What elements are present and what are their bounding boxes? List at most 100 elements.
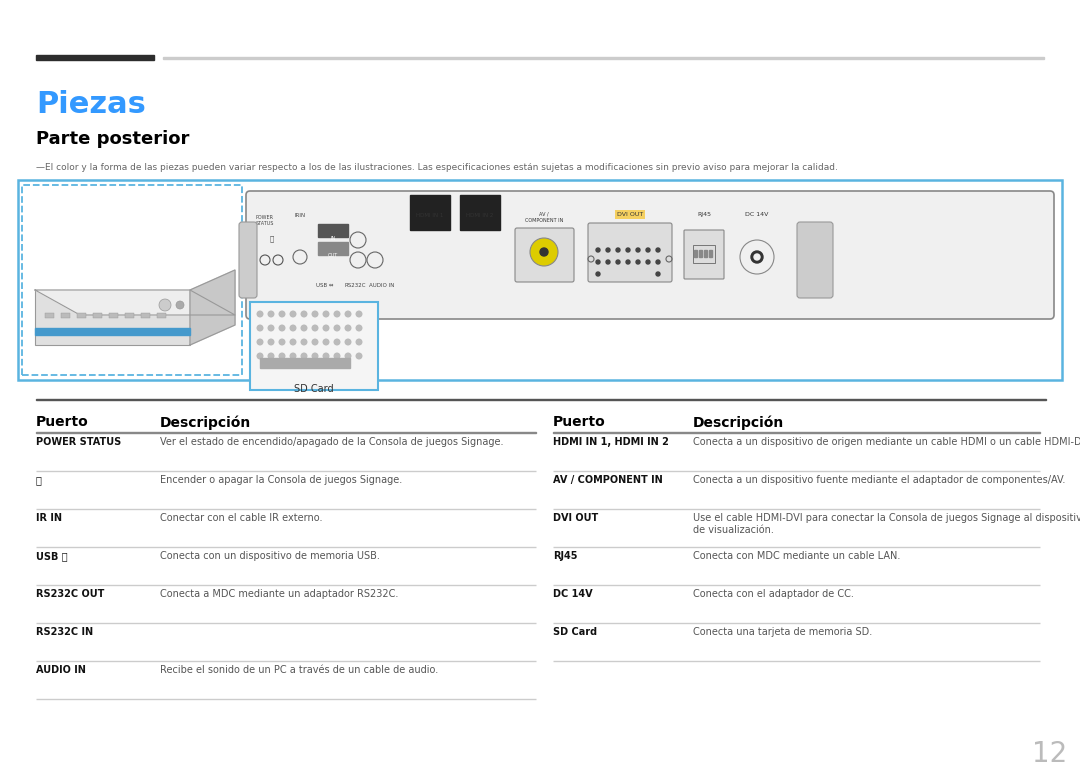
Text: Conecta a un dispositivo fuente mediante el adaptador de componentes/AV.: Conecta a un dispositivo fuente mediante… <box>693 475 1065 485</box>
Circle shape <box>616 248 620 252</box>
Text: Ver el estado de encendido/apagado de la Consola de juegos Signage.: Ver el estado de encendido/apagado de la… <box>160 437 503 447</box>
Circle shape <box>291 311 296 317</box>
Circle shape <box>176 301 184 309</box>
FancyBboxPatch shape <box>249 302 378 390</box>
Text: ⏻: ⏻ <box>270 235 274 242</box>
Polygon shape <box>190 270 235 345</box>
Text: —El color y la forma de las piezas pueden variar respecto a los de las ilustraci: —El color y la forma de las piezas puede… <box>36 163 838 172</box>
Circle shape <box>626 248 630 252</box>
Bar <box>36 55 154 60</box>
Circle shape <box>540 248 548 256</box>
Circle shape <box>323 340 328 345</box>
Circle shape <box>346 340 351 345</box>
Text: DC 14V: DC 14V <box>745 212 769 217</box>
Text: Conecta con un dispositivo de memoria USB.: Conecta con un dispositivo de memoria US… <box>160 551 380 561</box>
Text: AUDIO IN: AUDIO IN <box>36 665 86 675</box>
Text: Piezas: Piezas <box>36 90 146 119</box>
Bar <box>125 313 134 318</box>
Circle shape <box>596 272 600 276</box>
Text: POWER STATUS: POWER STATUS <box>36 437 121 447</box>
Text: SD Card: SD Card <box>553 627 597 637</box>
Text: RJ45: RJ45 <box>697 212 711 217</box>
Circle shape <box>280 311 285 317</box>
Circle shape <box>751 251 762 263</box>
Circle shape <box>323 325 328 331</box>
Text: IR IN: IR IN <box>36 513 62 523</box>
Circle shape <box>291 353 296 359</box>
Circle shape <box>301 340 307 345</box>
Text: Conecta una tarjeta de memoria SD.: Conecta una tarjeta de memoria SD. <box>693 627 873 637</box>
Circle shape <box>312 353 318 359</box>
Circle shape <box>280 353 285 359</box>
Text: Descripción: Descripción <box>160 415 252 430</box>
Text: RS232C OUT: RS232C OUT <box>36 589 105 599</box>
Circle shape <box>530 238 558 266</box>
Text: 12: 12 <box>1032 740 1068 763</box>
Circle shape <box>280 340 285 345</box>
Circle shape <box>291 325 296 331</box>
Text: SD Card: SD Card <box>294 384 334 394</box>
Circle shape <box>606 260 610 264</box>
Bar <box>699 250 702 257</box>
Bar <box>704 250 707 257</box>
Circle shape <box>656 260 660 264</box>
Bar <box>93 313 102 318</box>
Circle shape <box>323 353 328 359</box>
Circle shape <box>356 325 362 331</box>
Circle shape <box>268 353 274 359</box>
Bar <box>694 250 697 257</box>
Text: AUDIO IN: AUDIO IN <box>369 283 394 288</box>
Text: USB ⇔: USB ⇔ <box>316 283 334 288</box>
Text: DVI OUT: DVI OUT <box>617 212 643 217</box>
Circle shape <box>268 340 274 345</box>
FancyBboxPatch shape <box>684 230 724 279</box>
Text: AV / COMPONENT IN: AV / COMPONENT IN <box>553 475 663 485</box>
Circle shape <box>280 325 285 331</box>
Bar <box>708 250 712 257</box>
Bar <box>693 245 715 263</box>
Text: Puerto: Puerto <box>553 415 606 429</box>
Circle shape <box>312 311 318 317</box>
Bar <box>36 398 1047 400</box>
Bar <box>318 242 348 255</box>
Circle shape <box>268 325 274 331</box>
Circle shape <box>257 340 262 345</box>
Circle shape <box>257 325 262 331</box>
Circle shape <box>268 311 274 317</box>
Circle shape <box>334 311 340 317</box>
Text: DC 14V: DC 14V <box>553 589 593 599</box>
Circle shape <box>356 311 362 317</box>
Circle shape <box>301 325 307 331</box>
Circle shape <box>159 299 171 311</box>
Circle shape <box>257 353 262 359</box>
Text: AV /
COMPONENT IN: AV / COMPONENT IN <box>525 212 563 223</box>
Text: OUT: OUT <box>328 253 338 258</box>
Bar <box>36 432 536 433</box>
Bar <box>77 313 86 318</box>
Circle shape <box>596 260 600 264</box>
Circle shape <box>616 260 620 264</box>
Circle shape <box>656 272 660 276</box>
Bar <box>163 57 1044 59</box>
FancyBboxPatch shape <box>588 223 672 282</box>
Text: IN: IN <box>330 236 336 241</box>
Circle shape <box>636 248 640 252</box>
Text: HDMI IN 2: HDMI IN 2 <box>467 213 494 218</box>
Circle shape <box>754 254 760 260</box>
Text: HDMI IN 1, HDMI IN 2: HDMI IN 1, HDMI IN 2 <box>553 437 669 447</box>
Circle shape <box>291 340 296 345</box>
Circle shape <box>334 340 340 345</box>
FancyBboxPatch shape <box>246 191 1054 319</box>
Circle shape <box>346 311 351 317</box>
Circle shape <box>626 260 630 264</box>
Bar <box>109 313 118 318</box>
Bar <box>35 328 190 335</box>
Text: RS232C IN: RS232C IN <box>36 627 93 637</box>
Text: HDMI IN 1: HDMI IN 1 <box>416 213 444 218</box>
Bar <box>460 195 500 230</box>
Circle shape <box>334 353 340 359</box>
Text: RS232C: RS232C <box>345 283 366 288</box>
Text: Conecta con MDC mediante un cable LAN.: Conecta con MDC mediante un cable LAN. <box>693 551 901 561</box>
Circle shape <box>257 311 262 317</box>
Text: Descripción: Descripción <box>693 415 784 430</box>
